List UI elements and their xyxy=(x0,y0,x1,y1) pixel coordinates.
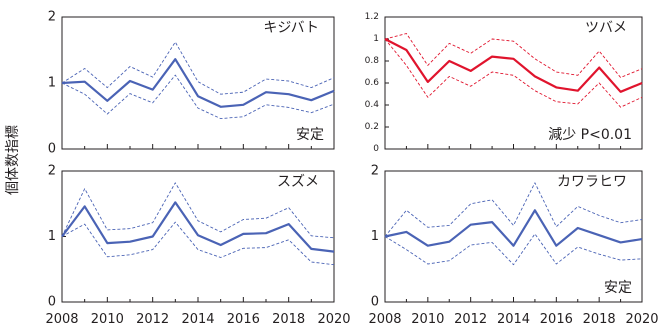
y-axis-label: 個体数指標 xyxy=(5,125,21,195)
mean-line xyxy=(61,58,335,108)
y-tick-label: 0 xyxy=(48,142,56,157)
lower-bound-line xyxy=(61,221,335,266)
y-tick-label: 0 xyxy=(373,144,379,154)
x-tick-label: 2014 xyxy=(497,312,530,327)
y-tick-label: 1 xyxy=(373,34,379,44)
upper-bound-line xyxy=(384,33,643,78)
x-tick-label: 2008 xyxy=(368,312,401,327)
panel-annotation: 減少 P<0.01 xyxy=(548,126,632,143)
x-tick-label: 2020 xyxy=(625,312,658,327)
x-tick-label: 2012 xyxy=(136,312,169,327)
y-tick-label: 0.4 xyxy=(365,100,380,110)
x-tick-label: 2010 xyxy=(411,312,444,327)
y-tick-label: 2 xyxy=(371,164,379,179)
upper-bound-line xyxy=(61,182,335,239)
y-tick-label: 2 xyxy=(48,10,56,25)
lower-bound-line xyxy=(384,38,643,108)
panel-title: カワラヒワ xyxy=(557,174,627,190)
upper-bound-line xyxy=(384,182,643,237)
mean-line xyxy=(384,38,643,93)
mean-line xyxy=(61,201,335,253)
y-tick-label: 0 xyxy=(48,295,56,310)
panel-annotation: 安定 xyxy=(296,127,324,143)
x-tick-label: 2016 xyxy=(227,312,260,327)
panel-annotation: 安定 xyxy=(604,280,632,296)
upper-bound-line xyxy=(61,41,335,95)
plot-frame xyxy=(61,16,335,150)
x-tick-label: 2018 xyxy=(272,312,305,327)
mean-line xyxy=(384,209,643,247)
y-tick-label: 0.6 xyxy=(365,78,380,88)
y-tick-label: 2 xyxy=(48,164,56,179)
panel-title: スズメ xyxy=(277,174,319,190)
panel-title: ツバメ xyxy=(585,20,627,36)
y-tick-label: 1.2 xyxy=(365,12,379,22)
y-tick-label: 1 xyxy=(371,229,379,244)
y-tick-label: 0.8 xyxy=(365,56,380,66)
y-tick-label: 1 xyxy=(48,76,56,91)
panel-title: キジバト xyxy=(263,20,319,36)
panel-suzume: 0 1 2 スズメ xyxy=(48,164,335,310)
lower-bound-line xyxy=(61,74,335,120)
x-tick-label: 2018 xyxy=(583,312,616,327)
x-tick-label: 2008 xyxy=(45,312,78,327)
x-tick-label: 2012 xyxy=(454,312,487,327)
y-tick-label: 0.2 xyxy=(365,122,379,132)
y-tick-label: 1 xyxy=(48,229,56,244)
y-tick-label: 0 xyxy=(371,295,379,310)
x-tick-label: 2010 xyxy=(91,312,124,327)
x-tick-label: 2016 xyxy=(540,312,573,327)
x-tick-label: 2020 xyxy=(317,312,350,327)
lower-bound-line xyxy=(384,233,643,266)
x-tick-label: 2014 xyxy=(181,312,214,327)
